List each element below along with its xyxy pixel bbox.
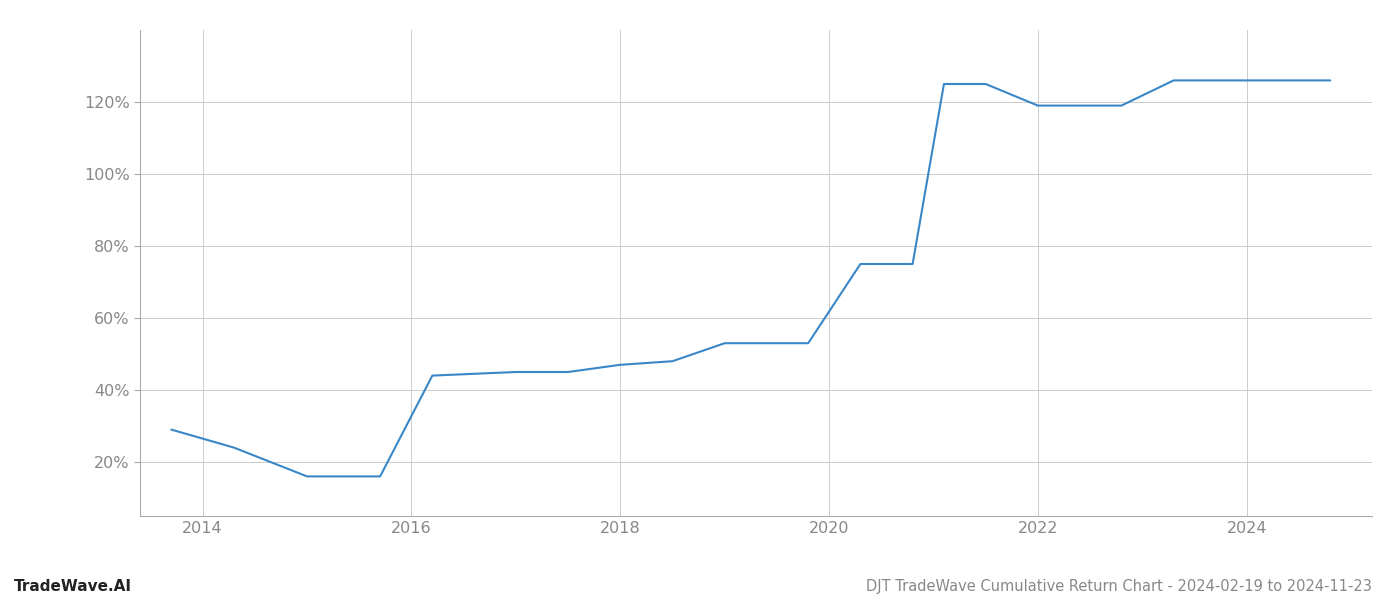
- Text: TradeWave.AI: TradeWave.AI: [14, 579, 132, 594]
- Text: DJT TradeWave Cumulative Return Chart - 2024-02-19 to 2024-11-23: DJT TradeWave Cumulative Return Chart - …: [867, 579, 1372, 594]
